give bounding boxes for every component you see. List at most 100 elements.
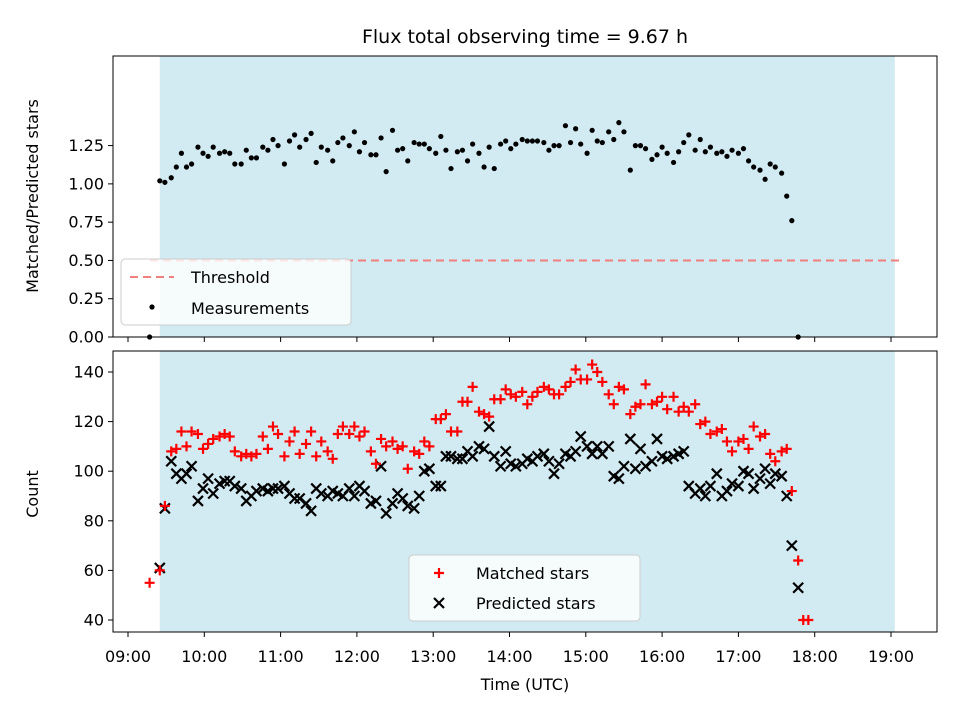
measurement-point	[594, 138, 600, 144]
matched-star-point	[294, 448, 305, 459]
predicted-star-point	[775, 470, 788, 482]
predicted-star-point	[732, 480, 745, 492]
axes-frame-bottom	[112, 350, 938, 633]
matched-star-point	[532, 386, 543, 397]
matched-star-point	[618, 384, 629, 395]
matched-star-point	[332, 429, 343, 439]
matched-star-point	[349, 421, 360, 432]
measurement-point	[275, 143, 281, 149]
matched-star-point	[543, 384, 554, 395]
predicted-star-point	[396, 492, 409, 505]
measurement-point	[297, 144, 303, 150]
axes-frame-top	[112, 55, 938, 338]
measurement-point	[210, 144, 216, 150]
measurement-point	[238, 161, 244, 167]
measurement-point	[767, 161, 773, 167]
matched-star-point	[224, 431, 235, 442]
measurement-point	[729, 147, 735, 153]
matched-star-point	[435, 414, 446, 425]
matched-star-point	[517, 386, 528, 397]
x-tick-label: 18:00	[792, 647, 838, 666]
predicted-star-point	[742, 467, 755, 480]
measurement-point	[335, 139, 341, 146]
predicted-star-point	[197, 482, 209, 495]
legend-matched-swatch	[434, 568, 444, 578]
measurement-point	[470, 141, 476, 147]
measurement-point	[702, 149, 708, 155]
measurement-point	[291, 132, 298, 138]
measurement-point	[724, 153, 730, 159]
measurement-point	[356, 149, 363, 155]
measurement-point	[183, 164, 190, 170]
measurement-point	[330, 158, 336, 164]
measurement-point	[308, 130, 314, 136]
matched-star-point	[311, 451, 322, 462]
measurement-point	[556, 143, 562, 149]
y-tick-label-bottom: 80	[84, 511, 104, 530]
measurement-point	[157, 178, 163, 184]
matched-star-point	[409, 446, 420, 457]
predicted-star-point	[250, 485, 263, 497]
measurement-point	[173, 164, 179, 170]
matched-star-point	[765, 448, 776, 459]
matched-star-point	[236, 451, 247, 462]
predicted-star-point	[699, 490, 712, 502]
measurement-point	[707, 144, 714, 150]
matched-star-point	[241, 448, 252, 459]
measurement-point	[573, 126, 579, 132]
predicted-star-point	[694, 482, 707, 495]
predicted-star-point	[429, 480, 442, 492]
matched-star-point	[738, 433, 749, 444]
matched-star-point	[452, 426, 463, 437]
measurement-point	[551, 143, 557, 149]
x-axis-label: Time (UTC)	[480, 675, 569, 694]
matched-star-point	[214, 431, 225, 442]
predicted-star-point	[451, 453, 464, 465]
predicted-star-point	[445, 450, 457, 463]
measurement-point	[303, 136, 309, 143]
predicted-star-point	[624, 433, 637, 445]
predicted-star-point	[278, 480, 291, 492]
y-tick-label-top: 1.00	[68, 174, 104, 193]
matched-star-point	[192, 429, 203, 439]
measurement-point	[513, 141, 519, 147]
matched-star-point	[344, 429, 355, 439]
measurement-point	[421, 141, 427, 147]
legend-predicted-label: Predicted stars	[476, 594, 596, 613]
matched-star-point	[755, 431, 766, 442]
measurement-point	[351, 129, 357, 135]
x-tick-label: 17:00	[715, 647, 761, 666]
matched-star-point	[337, 421, 348, 432]
matched-star-point	[414, 448, 425, 459]
measurement-point	[443, 147, 449, 153]
predicted-star-point	[413, 490, 425, 502]
measurement-point	[637, 143, 644, 149]
matched-star-point	[402, 463, 413, 474]
matched-star-point	[721, 436, 732, 447]
matched-star-point	[376, 433, 387, 444]
measurement-point	[222, 149, 228, 155]
measurement-point	[546, 147, 552, 153]
matched-star-point	[781, 443, 792, 454]
predicted-star-point	[192, 495, 204, 507]
matched-star-point	[419, 436, 430, 447]
measurement-point	[438, 133, 444, 140]
y-tick-label-top: 0.75	[68, 213, 104, 232]
matched-star-point	[359, 426, 370, 437]
measurement-point	[433, 150, 439, 156]
predicted-star-point	[569, 445, 582, 458]
predicted-star-point	[704, 480, 717, 492]
predicted-star-point	[548, 467, 560, 480]
matched-star-point	[538, 381, 549, 392]
matched-star-point	[635, 399, 646, 410]
predicted-star-point	[553, 457, 565, 470]
legend-measurement-swatch	[149, 304, 155, 310]
measurement-point	[779, 170, 785, 176]
measurement-point	[416, 141, 422, 147]
legend-threshold-label: Threshold	[190, 268, 270, 287]
predicted-star-point	[207, 487, 219, 500]
predicted-star-point	[754, 472, 766, 485]
measurement-point	[227, 150, 233, 156]
y-tick-label-bottom: 60	[84, 561, 104, 580]
